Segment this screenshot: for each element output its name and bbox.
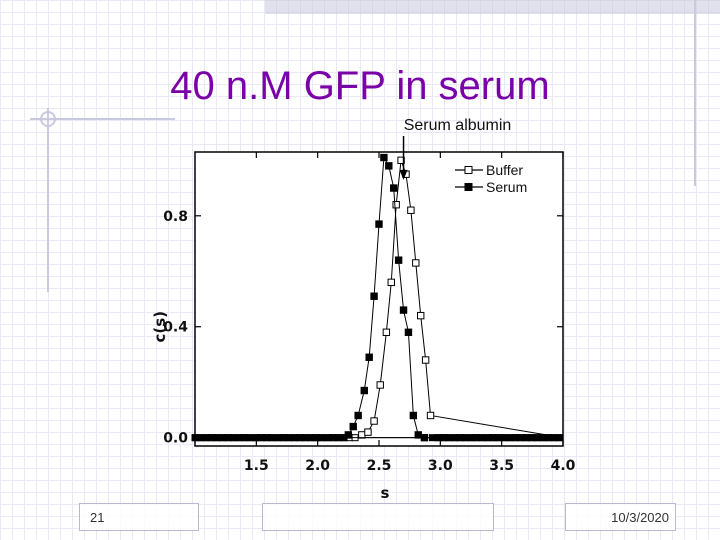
annotation-arrow-head [399,169,408,180]
data-point [417,311,425,320]
slide-title: 40 n.M GFP in serum [170,64,550,108]
data-point [387,278,395,287]
y-tick-label: 0.0 [163,431,188,447]
data-point [426,411,435,420]
legend-label: Serum [486,179,527,195]
baseline-marker [555,434,563,442]
x-tick-label: 3.0 [428,458,453,474]
data-point [382,328,391,336]
legend-marker [464,183,473,191]
data-point [375,220,383,228]
legend-marker [464,166,473,174]
data-point [385,162,393,170]
x-tick-label: 4.0 [551,458,576,474]
data-point [399,306,408,314]
data-point [409,411,418,420]
data-point [349,422,357,431]
plot-frame [194,151,564,447]
y-axis-label: c(s) [151,311,169,343]
data-point [392,200,400,209]
data-point [407,206,415,214]
footer-page-number-box: 21 [79,503,199,531]
footer-date-box: 10/3/2020 [565,503,676,531]
data-point [370,417,378,425]
x-tick-label: 2.5 [367,458,392,474]
x-tick-label: 2.0 [305,458,330,474]
x-tick-label: 1.5 [244,458,269,474]
data-point [380,153,388,162]
y-tick-label: 0.4 [163,320,188,336]
x-axis-label: s [381,484,390,502]
data-point [364,428,372,436]
decor-line-left-horizontal [30,118,175,120]
y-tick-label: 0.8 [163,209,188,225]
data-point [354,411,362,420]
data-point [365,353,373,361]
x-tick-label: 3.5 [489,458,514,474]
data-point [412,259,420,267]
page-number: 21 [90,509,105,525]
data-point [370,292,378,300]
data-point [360,386,368,395]
data-point [414,431,422,439]
data-point [421,356,430,364]
data-point [394,256,403,264]
legend-label: Buffer [486,162,523,178]
data-point [358,431,366,439]
decor-top-right-band [265,0,720,14]
decor-circle [40,111,56,127]
annotation-text: Serum albumin [404,117,512,134]
decor-line-right-vertical [694,0,696,186]
data-point [420,433,429,442]
series-line [194,160,564,439]
footer-center-box [262,503,494,531]
data-point [376,381,384,389]
data-point [404,328,413,336]
data-point [344,431,353,439]
data-point [390,184,398,192]
decor-line-left-vertical [47,108,49,292]
date: 10/3/2020 [611,509,669,525]
